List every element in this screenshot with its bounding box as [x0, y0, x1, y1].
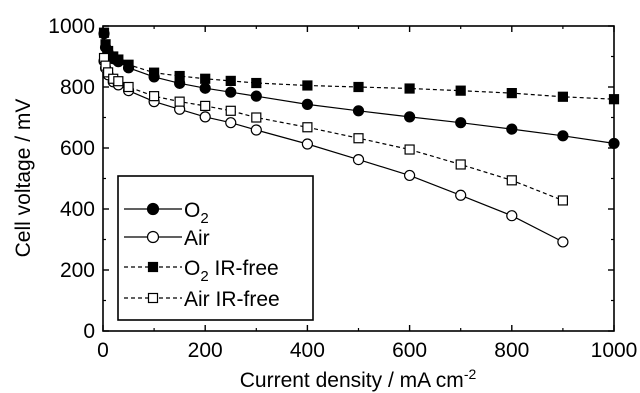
data-point-o2 [404, 111, 416, 123]
y-axis-label: Cell voltage / mV [12, 99, 35, 258]
data-point-o2-ir-free [251, 77, 262, 89]
y-tick-label: 1000 [48, 15, 95, 38]
data-point-o2-ir-free [302, 80, 313, 91]
data-point-air-ir-free [113, 76, 124, 87]
legend: O2 Air O2 IR-free Air IR-free [117, 175, 314, 321]
data-point-o2-ir-free [506, 87, 517, 99]
data-point-o2 [557, 130, 569, 142]
y-tick-label: 200 [60, 259, 95, 282]
data-point-o2-ir-free [608, 94, 620, 105]
data-point-o2-ir-free [455, 85, 466, 96]
legend-marker-o2-ir-free [147, 261, 159, 273]
x-tick-label: 200 [188, 339, 223, 362]
legend-label-air-ir-free: Air IR-free [184, 288, 280, 311]
data-point-air-ir-free [149, 91, 160, 102]
x-tick-label: 800 [494, 339, 529, 362]
data-point-air-ir-free [103, 67, 114, 78]
data-point-o2-ir-free [200, 73, 211, 84]
data-point-o2-ir-free [557, 91, 569, 102]
y-tick-label: 0 [83, 320, 95, 343]
x-tick-label: 1000 [591, 339, 638, 362]
data-point-air [557, 236, 569, 248]
data-point-o2-ir-free [404, 83, 415, 94]
legend-marker-air-ir-free [147, 292, 159, 304]
data-point-air-ir-free [557, 195, 569, 206]
data-point-air-ir-free [455, 159, 466, 170]
data-point-o2-ir-free [174, 70, 185, 82]
data-point-air [250, 124, 262, 136]
data-point-air-ir-free [200, 100, 211, 112]
data-point-air-ir-free [404, 144, 415, 155]
legend-label-o2: O2 [184, 199, 209, 227]
x-axis-label: Current density / mA cm-2 [240, 366, 477, 392]
axis-ticks: 0 200 400 600 800 1000 0 200 400 600 800 1000 [48, 15, 637, 362]
y-tick-label: 600 [60, 137, 95, 160]
series-layer [98, 27, 620, 248]
data-point-o2 [301, 98, 313, 110]
data-point-air-ir-free [174, 96, 185, 107]
data-point-air-ir-free [251, 112, 262, 123]
data-point-o2 [608, 137, 620, 150]
data-point-air [404, 169, 416, 182]
data-point-air [506, 210, 518, 222]
x-axis-label-main: Current density / mA cm [240, 369, 464, 392]
data-point-air [199, 111, 211, 123]
data-point-o2-ir-free [353, 81, 364, 93]
data-point-air-ir-free [506, 175, 517, 186]
legend-label-air: Air [184, 227, 210, 250]
data-point-o2 [225, 86, 237, 98]
data-point-o2 [506, 123, 518, 135]
series-line-o2-ir-free [103, 32, 615, 100]
data-point-air [455, 189, 467, 201]
x-tick-label: 0 [97, 339, 109, 362]
x-tick-label: 600 [392, 339, 427, 362]
data-point-o2-ir-free [225, 75, 236, 87]
data-point-o2-ir-free [123, 59, 134, 70]
data-point-o2 [352, 105, 365, 117]
data-point-o2 [250, 90, 262, 102]
data-point-air-ir-free [353, 133, 364, 144]
data-point-air [352, 153, 365, 166]
data-point-o2-ir-free [113, 54, 124, 65]
y-tick-label: 400 [60, 198, 95, 221]
data-point-o2-ir-free [149, 67, 160, 78]
data-point-o2 [199, 82, 211, 94]
legend-label-o2-ir-free: O2 IR-free [184, 257, 279, 285]
x-tick-label: 400 [290, 339, 325, 362]
data-point-air-ir-free [302, 122, 313, 133]
data-point-air [301, 138, 313, 150]
data-point-o2-ir-free [98, 27, 110, 38]
x-axis-label-superscript: -2 [464, 366, 477, 382]
data-point-air-ir-free [225, 105, 236, 116]
data-point-o2 [455, 117, 467, 129]
y-tick-label: 800 [60, 76, 95, 99]
legend-marker-air [146, 230, 160, 244]
data-point-air [225, 117, 237, 129]
legend-marker-o2 [146, 202, 160, 216]
data-point-air-ir-free [123, 81, 134, 93]
